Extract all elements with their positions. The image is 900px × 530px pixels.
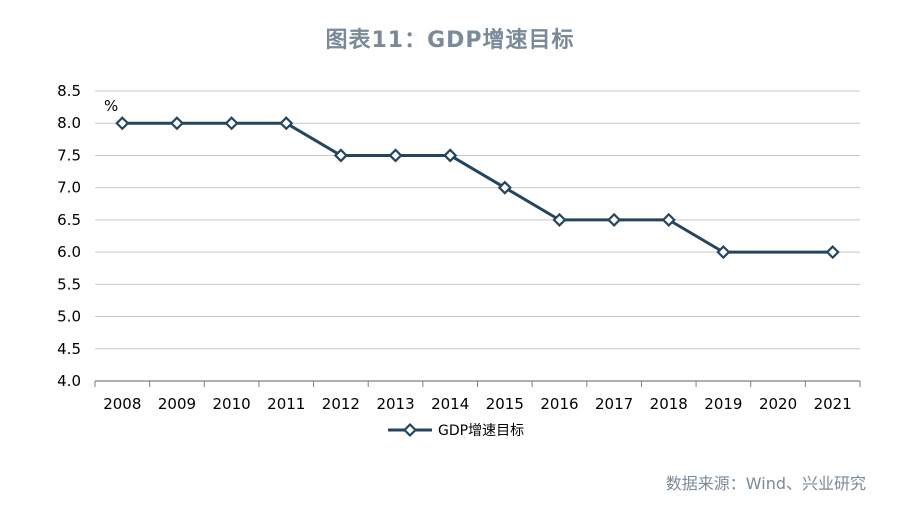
y-tick-label: 4.5	[57, 340, 81, 358]
y-tick-label: 7.0	[57, 179, 81, 197]
y-tick-label: 5.5	[57, 275, 81, 293]
legend-label: GDP增速目标	[438, 423, 524, 439]
y-axis-ticks: 4.0 4.5 5.0 5.5 6.0 6.5 7.0 7.5 8.0 8.5	[57, 82, 81, 390]
x-tick-label: 2011	[267, 395, 305, 413]
x-tick-label: 2016	[540, 395, 578, 413]
x-tick-label: 2008	[103, 395, 141, 413]
data-point	[443, 148, 458, 163]
y-tick-label: 7.5	[57, 146, 81, 164]
y-tick-label: 6.0	[57, 243, 81, 261]
data-point	[716, 245, 731, 260]
gridlines	[95, 90, 860, 350]
x-tick-label: 2015	[486, 395, 524, 413]
x-tick-label: 2014	[431, 395, 469, 413]
series-gdp-target	[115, 116, 840, 260]
data-point	[661, 212, 676, 227]
x-tick-label: 2020	[759, 395, 797, 413]
x-tick-label: 2012	[322, 395, 360, 413]
legend-diamond-marker	[402, 422, 418, 438]
data-source-note: 数据来源：Wind、兴业研究	[665, 474, 866, 493]
data-point	[825, 245, 840, 260]
data-point	[388, 148, 403, 163]
data-point	[497, 180, 512, 195]
data-point	[552, 212, 567, 227]
data-point	[224, 116, 239, 131]
data-point	[169, 116, 185, 131]
y-tick-label: 5.0	[57, 308, 81, 326]
y-tick-label: 6.5	[57, 211, 81, 229]
data-point	[115, 116, 130, 131]
x-tick-label: 2021	[814, 395, 852, 413]
y-unit-label: %	[104, 97, 118, 115]
chart-title: 图表11：GDP增速目标	[325, 28, 575, 53]
data-point	[333, 148, 348, 163]
x-tick-label: 2010	[213, 395, 251, 413]
y-tick-label: 4.0	[57, 372, 81, 390]
data-point	[279, 116, 294, 131]
y-tick-label: 8.0	[57, 114, 81, 132]
data-point	[607, 212, 622, 227]
x-tick-label: 2017	[595, 395, 633, 413]
x-tick-label: 2009	[158, 395, 196, 413]
legend: GDP增速目标	[388, 422, 524, 439]
x-tick-label: 2018	[650, 395, 688, 413]
x-axis: 2008 2009 2010 2011 2012 2013 2014 2015 2016 2017…	[94, 380, 861, 413]
x-tick-label: 2019	[704, 395, 742, 413]
x-tick-label: 2013	[376, 395, 414, 413]
y-tick-label: 8.5	[57, 82, 81, 100]
